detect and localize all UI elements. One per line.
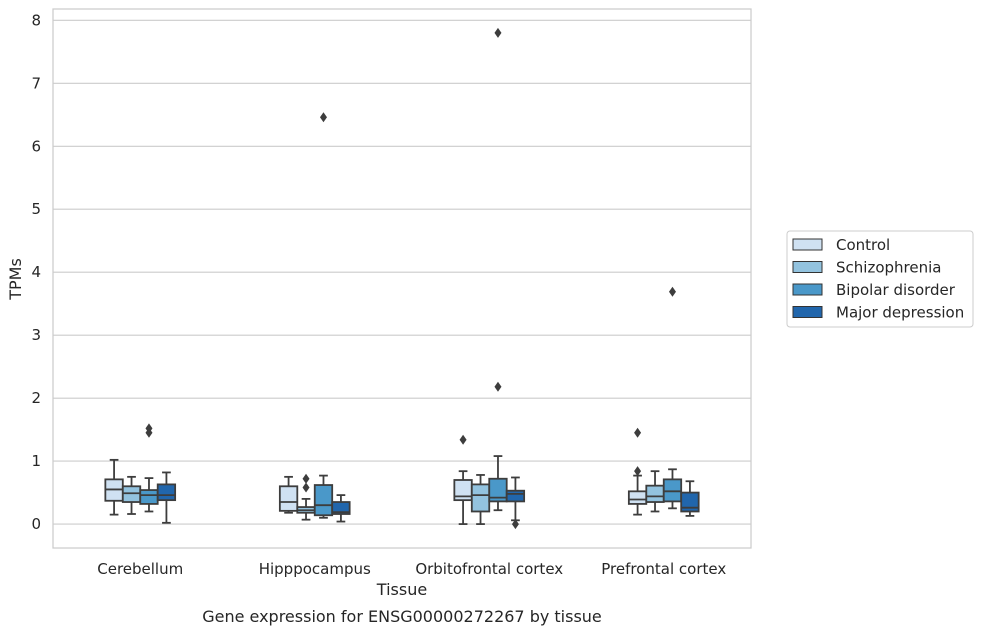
y-tick-label: 5 — [31, 200, 41, 218]
y-tick-label: 3 — [31, 326, 41, 344]
box-prefrontal-cortex-major-depression — [680, 480, 700, 517]
y-axis-ticks: 0 1 2 3 4 5 6 7 8 — [31, 11, 41, 533]
boxes — [104, 27, 700, 530]
box-iqr — [156, 483, 177, 502]
box-iqr — [313, 484, 334, 517]
legend-swatch — [792, 261, 823, 273]
legend-label: Bipolar disorder — [836, 281, 956, 299]
box-iqr — [645, 484, 665, 503]
box-cerebellum-schizophrenia — [121, 475, 142, 515]
box-iqr — [505, 489, 526, 503]
box-orbitofrontal-cortex-bipolar-disorder — [488, 27, 508, 512]
box-orbitofrontal-cortex-schizophrenia — [470, 474, 491, 525]
legend-swatch — [792, 283, 823, 296]
outlier-point — [459, 434, 467, 445]
y-tick-label: 6 — [31, 137, 41, 155]
box-hipppocampus-schizophrenia — [296, 473, 316, 521]
outlier-point — [634, 427, 642, 438]
x-axis-ticks: Cerebellum Hipppocampus Orbitofrontal cort… — [97, 560, 726, 578]
x-tick-label: Hipppocampus — [259, 560, 371, 578]
box-iqr — [470, 483, 491, 513]
y-tick-label: 2 — [31, 389, 41, 407]
outlier-point — [494, 381, 502, 392]
outlier-point — [302, 473, 310, 484]
y-tick-label: 4 — [31, 263, 41, 281]
outlier-point — [494, 27, 502, 38]
legend-swatch — [792, 306, 823, 318]
box-iqr — [680, 491, 700, 513]
x-tick-label: Orbitofrontal cortex — [415, 560, 563, 578]
box-iqr — [139, 489, 159, 505]
box-hipppocampus-bipolar-disorder — [313, 112, 334, 519]
box-iqr — [331, 501, 351, 515]
box-iqr — [627, 490, 648, 505]
gridlines — [53, 19, 751, 525]
y-axis-label: TPMs — [6, 258, 25, 301]
box-iqr — [121, 485, 142, 503]
box-cerebellum-major-depression — [156, 471, 177, 524]
legend-swatch — [792, 238, 823, 251]
box-iqr — [662, 478, 683, 503]
outlier-point — [319, 112, 327, 123]
box-cerebellum-bipolar-disorder — [139, 423, 159, 513]
outlier-point — [511, 519, 519, 530]
legend-frame — [786, 230, 974, 328]
box-prefrontal-cortex-schizophrenia — [645, 470, 665, 513]
x-tick-label: Prefrontal cortex — [601, 560, 726, 578]
box-orbitofrontal-cortex-major-depression — [505, 476, 526, 530]
y-tick-label: 7 — [31, 74, 41, 92]
outlier-point — [302, 482, 310, 493]
box-prefrontal-cortex-bipolar-disorder — [662, 286, 683, 510]
box-iqr — [278, 485, 299, 512]
legend-label: Schizophrenia — [836, 259, 941, 277]
outlier-point — [145, 423, 153, 434]
outlier-point — [668, 286, 676, 297]
legend-label: Control — [836, 236, 890, 254]
legend-label: Major depression — [836, 304, 964, 322]
box-cerebellum-control — [104, 458, 124, 516]
y-tick-label: 0 — [31, 515, 41, 533]
y-tick-label: 1 — [31, 452, 41, 470]
chart-caption: Gene expression for ENSG00000272267 by t… — [202, 607, 602, 626]
box-prefrontal-cortex-control — [627, 427, 648, 516]
legend: Control Schizophrenia Bipolar disorder Majo… — [786, 230, 974, 328]
outlier-point — [634, 466, 642, 477]
x-tick-label: Cerebellum — [97, 560, 183, 578]
y-tick-label: 8 — [31, 11, 41, 29]
plot-area-frame — [52, 8, 752, 549]
x-axis-label: Tissue — [376, 580, 427, 599]
box-hipppocampus-major-depression — [331, 494, 351, 523]
box-orbitofrontal-cortex-control — [453, 434, 473, 525]
box-hipppocampus-control — [278, 475, 299, 514]
